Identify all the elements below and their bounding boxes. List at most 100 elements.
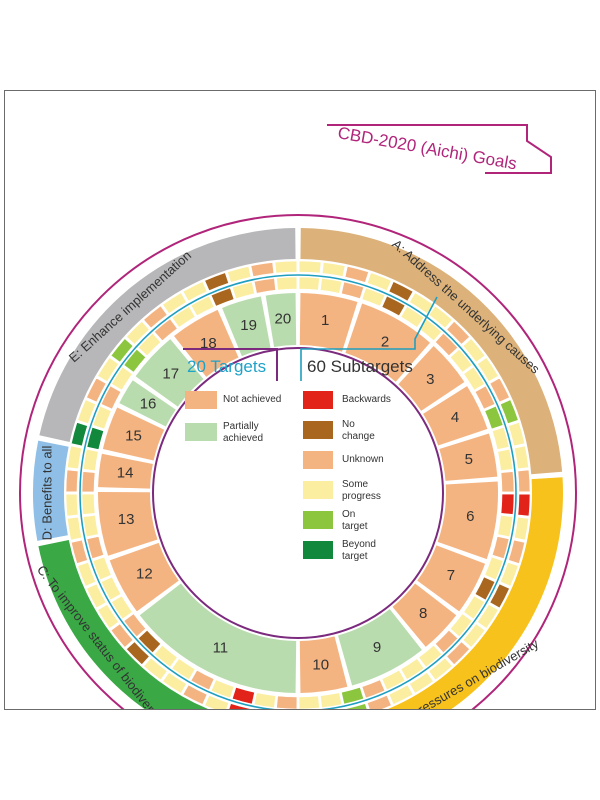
goal-sector-b	[387, 477, 563, 709]
targets-legend: Not achieved Partially achieved	[185, 391, 281, 444]
goal-sector-c	[38, 540, 209, 709]
subtargets-legend-swatch	[303, 541, 333, 559]
subtarget-inner-segment	[153, 644, 178, 668]
subtarget-outer-segment	[97, 604, 119, 629]
target-number-label: 11	[213, 640, 229, 657]
subtarget-outer-segment	[499, 399, 519, 424]
title-box	[327, 124, 552, 174]
subtarget-inner-segment	[484, 405, 504, 430]
subtarget-outer-segment	[182, 684, 208, 705]
outer-boundary-circle	[19, 214, 577, 709]
subtarget-inner-segment	[320, 692, 343, 709]
subtarget-inner-segment	[92, 405, 112, 430]
subtarget-inner-segment	[434, 629, 459, 654]
subtarget-inner-segment	[210, 287, 235, 307]
subtarget-outer-segment	[65, 469, 79, 493]
subtarget-inner-segment	[137, 332, 162, 357]
subtarget-inner-segment	[253, 277, 276, 294]
subtarget-outer-segment	[409, 672, 434, 694]
subtarget-inner-segment	[497, 448, 514, 471]
target-sector-19	[222, 296, 271, 357]
target-sector-10	[299, 636, 348, 693]
subtarget-inner-segment	[82, 515, 99, 538]
subtarget-inner-segment	[400, 658, 425, 680]
subtarget-outer-segment	[162, 292, 187, 314]
target-number-label: 4	[451, 409, 459, 426]
subtarget-outer-segment	[508, 539, 526, 564]
subtarget-outer-segment	[143, 657, 168, 681]
subtarget-outer-segment	[428, 657, 453, 681]
subtarget-outer-segment	[162, 672, 187, 694]
target-number-label: 17	[162, 365, 179, 382]
subtarget-inner-segment	[491, 536, 510, 560]
goals-ring	[32, 228, 563, 709]
subtarget-outer-segment	[67, 445, 82, 470]
subtarget-outer-segment	[514, 445, 529, 470]
target-number-label: 6	[466, 508, 474, 525]
subtarget-outer-segment	[250, 262, 275, 277]
target-sector-11	[139, 583, 297, 693]
subtarget-inner-segment	[320, 277, 343, 294]
subtarget-inner-segment	[82, 448, 99, 471]
subtarget-outer-segment	[274, 260, 298, 274]
subtarget-outer-segment	[446, 641, 471, 666]
target-number-label: 18	[200, 335, 217, 352]
subtargets-legend-label: Some progress	[342, 479, 381, 502]
subtarget-outer-segment	[409, 292, 434, 314]
subtarget-outer-segment	[228, 703, 252, 709]
subtargets-legend-label: Backwards	[342, 394, 391, 405]
target-sector-4	[423, 386, 488, 446]
goal-sector-d	[32, 440, 69, 541]
subtarget-outer-segment	[204, 272, 229, 292]
subtarget-inner-segment	[111, 595, 133, 620]
subtarget-inner-segment	[463, 366, 485, 391]
subtargets-legend-label: Unknown	[342, 454, 384, 465]
subtarget-inner-segment	[463, 595, 485, 620]
figure-frame: 1 2 3 4 5 6 7 8 9 10 11 12 13 14 15 16 17 18 19 20 A: Addre…	[4, 90, 596, 710]
target-sector-17	[135, 339, 204, 407]
target-number-label: 13	[118, 511, 135, 528]
subtarget-outer-segment	[428, 305, 453, 329]
target-number-label: 10	[312, 656, 329, 673]
subtarget-outer-segment	[110, 623, 134, 648]
subtarget-outer-segment	[182, 281, 208, 302]
targets-legend-label: Partially achieved	[223, 421, 263, 444]
subtarget-outer-segment	[517, 493, 531, 517]
goal-label-d: D: Benefits to all	[39, 446, 54, 541]
subtarget-outer-segment	[143, 305, 168, 329]
subtarget-outer-segment	[462, 338, 486, 363]
subtarget-inner-segment	[381, 669, 406, 691]
target-number-label: 15	[125, 427, 142, 444]
subtargets-legend-label: On target	[342, 509, 368, 532]
subtarget-outer-segment	[388, 281, 414, 302]
subtarget-inner-segment	[111, 366, 133, 391]
subtarget-inner-segment	[171, 306, 196, 328]
subtarget-inner-segment	[92, 556, 112, 581]
subtarget-outer-segment	[489, 583, 510, 609]
target-number-label: 9	[373, 639, 381, 656]
subtarget-inner-segment	[137, 629, 162, 654]
target-number-label: 1	[321, 312, 329, 329]
subtarget-inner-segment	[381, 295, 406, 317]
target-number-label: 20	[274, 311, 291, 328]
target-sector-6	[437, 481, 498, 560]
target-sector-8	[392, 583, 457, 647]
subtarget-inner-segment	[500, 471, 515, 493]
subtarget-outer-segment	[86, 377, 107, 403]
subtarget-outer-segment	[86, 583, 107, 609]
subtarget-inner-segment	[500, 493, 515, 515]
subtarget-inner-segment	[86, 426, 105, 450]
target-sector-1	[299, 293, 358, 352]
subtarget-inner-segment	[361, 287, 386, 307]
target-sector-5	[439, 433, 498, 481]
subtarget-inner-segment	[81, 493, 96, 515]
subtarget-inner-segment	[434, 332, 459, 357]
target-number-label: 16	[140, 396, 157, 413]
subtarget-inner-segment	[491, 426, 510, 450]
subtargets-heading: 60 Subtargets	[307, 357, 413, 376]
target-number-label: 2	[381, 333, 389, 350]
subtarget-inner-segment	[276, 695, 298, 709]
subtarget-outer-segment	[125, 641, 150, 666]
subtarget-outer-segment	[462, 623, 486, 648]
subtarget-inner-segment	[231, 686, 255, 705]
